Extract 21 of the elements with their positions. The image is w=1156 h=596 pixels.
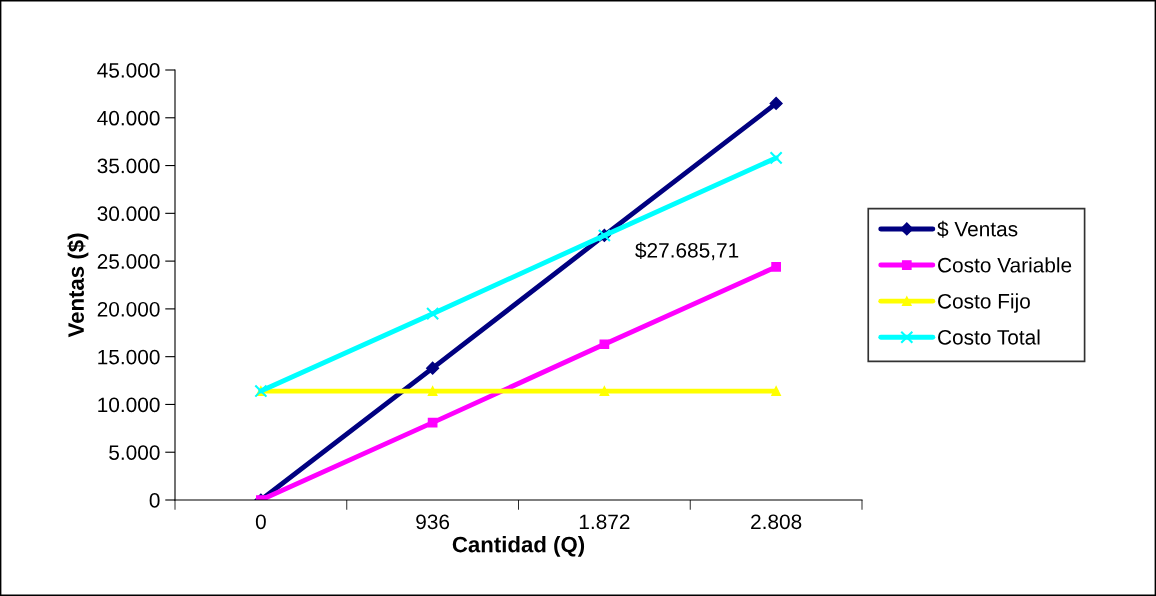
y-tick-label: 25.000 bbox=[97, 254, 160, 269]
legend-label: $ Ventas bbox=[937, 220, 1018, 238]
y-tick-label: 30.000 bbox=[97, 206, 160, 222]
annotation: $27.685,71 bbox=[635, 242, 739, 261]
y-tick-label: 40.000 bbox=[97, 110, 160, 126]
y-tick-label: 0 bbox=[149, 493, 160, 508]
y-tick-label: 10.000 bbox=[98, 397, 160, 413]
legend-label: Costo Fijo bbox=[938, 293, 1030, 313]
legend-label: Costo Total bbox=[938, 329, 1040, 345]
y-tick-label: 45.000 bbox=[97, 63, 160, 78]
y-tick-label: 5.000 bbox=[109, 445, 160, 460]
x-axis-title: Cantidad (Q) bbox=[452, 536, 585, 557]
legend-label: Costo Variable bbox=[938, 257, 1072, 273]
x-tick-label: 1.872 bbox=[579, 514, 630, 530]
y-tick-label: 15.000 bbox=[98, 349, 160, 365]
x-tick-label: 0 bbox=[255, 514, 266, 530]
y-axis-title: Ventas ($) bbox=[67, 233, 89, 338]
y-tick-label: 35.000 bbox=[97, 158, 160, 174]
x-tick-label: 2.808 bbox=[751, 514, 802, 530]
x-tick-label: 936 bbox=[416, 514, 450, 530]
y-tick-label: 20.000 bbox=[97, 301, 160, 317]
